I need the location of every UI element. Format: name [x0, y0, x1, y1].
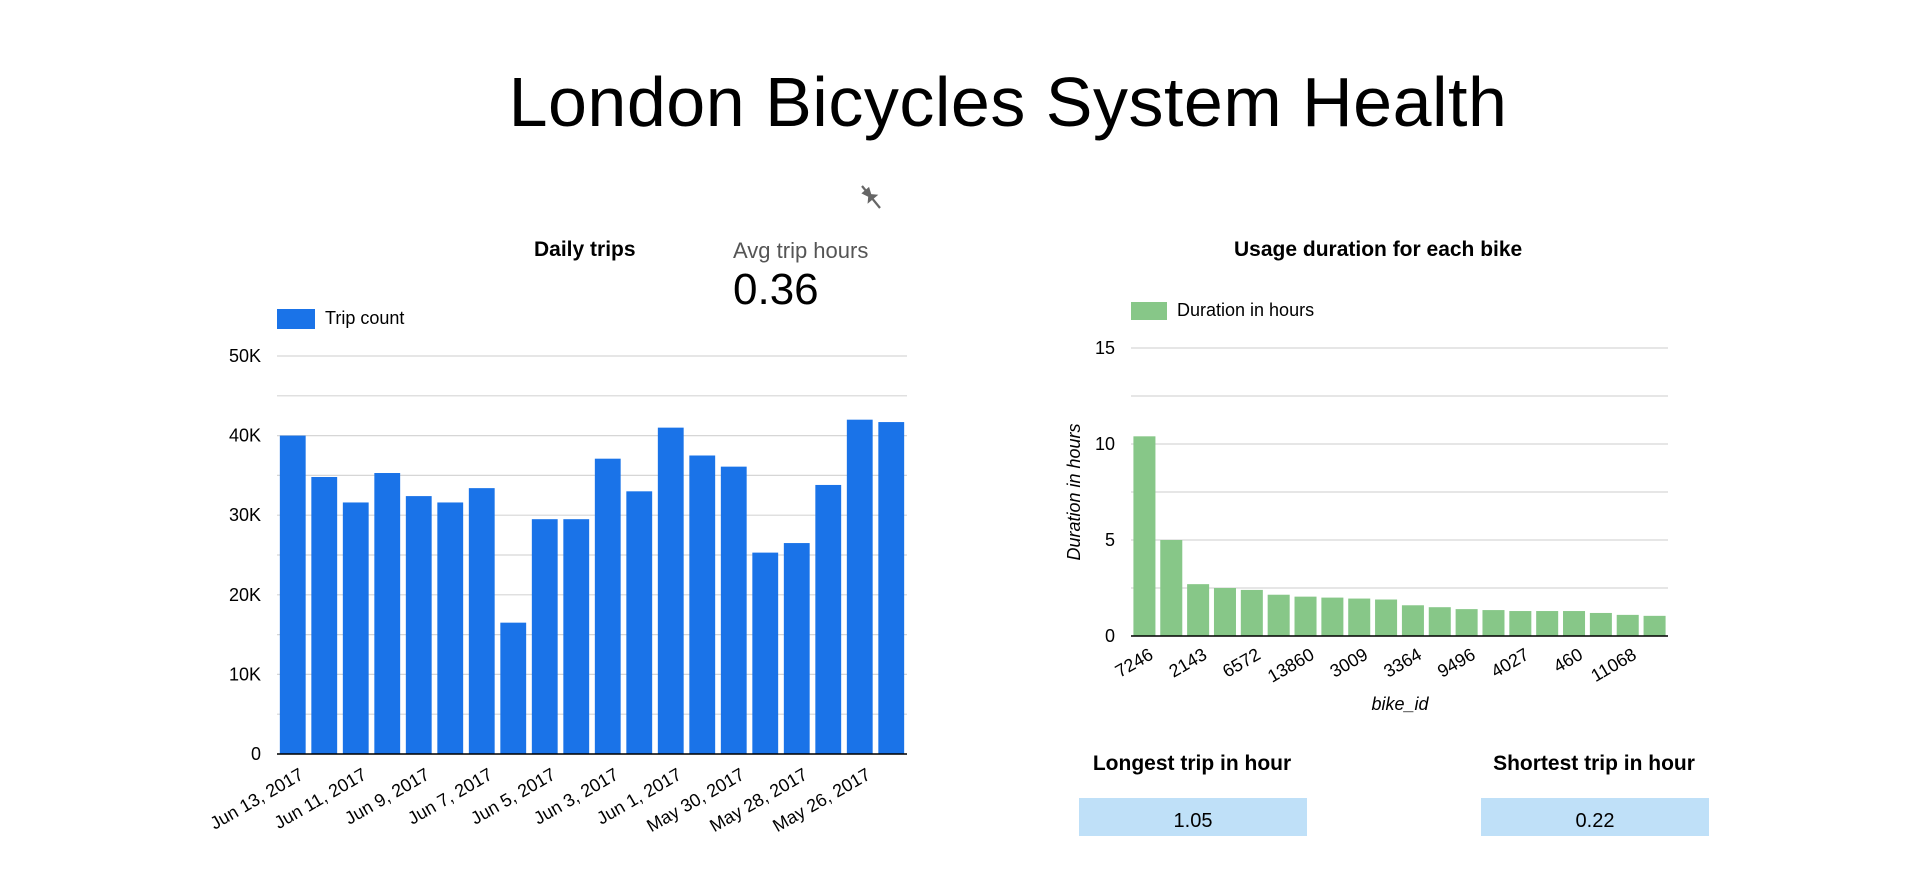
- x-tick-label: 6572: [1219, 644, 1264, 681]
- daily-trips-legend[interactable]: Trip count: [277, 308, 404, 329]
- x-axis-label: bike_id: [1371, 694, 1429, 714]
- x-tick-label: 2143: [1165, 644, 1210, 681]
- bar: [1482, 610, 1505, 636]
- bar: [1348, 598, 1371, 636]
- bar: [1133, 436, 1156, 636]
- usage-duration-title: Usage duration for each bike: [1234, 238, 1523, 261]
- bar: [1213, 588, 1236, 636]
- bar: [374, 473, 401, 754]
- bar: [1375, 599, 1398, 636]
- y-tick-label: 0: [251, 744, 261, 764]
- bar: [689, 455, 716, 754]
- x-tick-label: 460: [1550, 644, 1586, 676]
- bar: [815, 484, 842, 754]
- usage-duration-legend[interactable]: Duration in hours: [1131, 300, 1314, 321]
- bar: [1321, 597, 1344, 636]
- y-axis-label: Duration in hours: [1064, 423, 1084, 560]
- bar: [1536, 611, 1559, 636]
- bar: [563, 519, 590, 754]
- bar: [531, 519, 558, 754]
- bar: [342, 502, 369, 754]
- bar: [405, 496, 432, 754]
- bar: [846, 419, 873, 754]
- x-tick-label: 9496: [1434, 644, 1479, 681]
- y-tick-label: 30K: [229, 505, 261, 525]
- pin-icon[interactable]: [856, 182, 886, 212]
- bar: [1240, 589, 1263, 636]
- bar: [1643, 615, 1666, 636]
- avg-trip-hours-value: 0.36: [733, 265, 819, 314]
- bar: [1563, 611, 1586, 636]
- longest-trip-value: 1.05: [1079, 798, 1307, 836]
- y-tick-label: 10: [1095, 434, 1115, 454]
- y-tick-label: 5: [1105, 530, 1115, 550]
- page-title: London Bicycles System Health: [508, 63, 1508, 141]
- legend-label: Trip count: [325, 308, 405, 328]
- bar: [1509, 611, 1532, 636]
- bar: [752, 552, 779, 754]
- shortest-trip-label: Shortest trip in hour: [1493, 752, 1695, 775]
- bar: [1428, 607, 1451, 636]
- bar: [1455, 609, 1478, 636]
- bar: [1294, 596, 1317, 636]
- bar: [500, 622, 527, 754]
- bar: [878, 422, 905, 754]
- bar: [437, 502, 464, 754]
- y-tick-label: 10K: [229, 664, 261, 684]
- bar: [1267, 594, 1290, 636]
- x-tick-label: 7246: [1112, 644, 1157, 681]
- bar: [311, 476, 338, 754]
- daily-trips-title: Daily trips: [534, 238, 636, 261]
- x-tick-label: 3364: [1380, 644, 1425, 681]
- legend-label: Duration in hours: [1177, 300, 1315, 320]
- y-tick-label: 15: [1095, 338, 1115, 358]
- x-tick-label: 4027: [1488, 644, 1533, 681]
- bar: [468, 488, 495, 754]
- bar: [1589, 612, 1612, 636]
- bar: [626, 491, 653, 754]
- bar: [1401, 605, 1424, 636]
- legend-swatch: [1131, 301, 1167, 320]
- x-tick-label: 3009: [1327, 644, 1372, 681]
- bar: [594, 458, 621, 754]
- legend-swatch: [277, 308, 315, 329]
- y-tick-label: 40K: [229, 426, 261, 446]
- bar: [657, 427, 684, 754]
- y-tick-label: 20K: [229, 585, 261, 605]
- x-tick-label: 13860: [1264, 644, 1317, 686]
- y-tick-label: 50K: [229, 346, 261, 366]
- y-tick-label: 0: [1105, 626, 1115, 646]
- x-tick-label: 11068: [1588, 644, 1640, 686]
- bar: [1160, 540, 1183, 636]
- avg-trip-hours-label: Avg trip hours: [733, 238, 869, 263]
- longest-trip-label: Longest trip in hour: [1092, 752, 1292, 775]
- bar: [720, 466, 747, 754]
- bar: [783, 543, 810, 754]
- shortest-trip-value: 0.22: [1481, 798, 1709, 836]
- bar: [1616, 614, 1639, 636]
- bar: [279, 435, 306, 754]
- bar: [1187, 584, 1210, 636]
